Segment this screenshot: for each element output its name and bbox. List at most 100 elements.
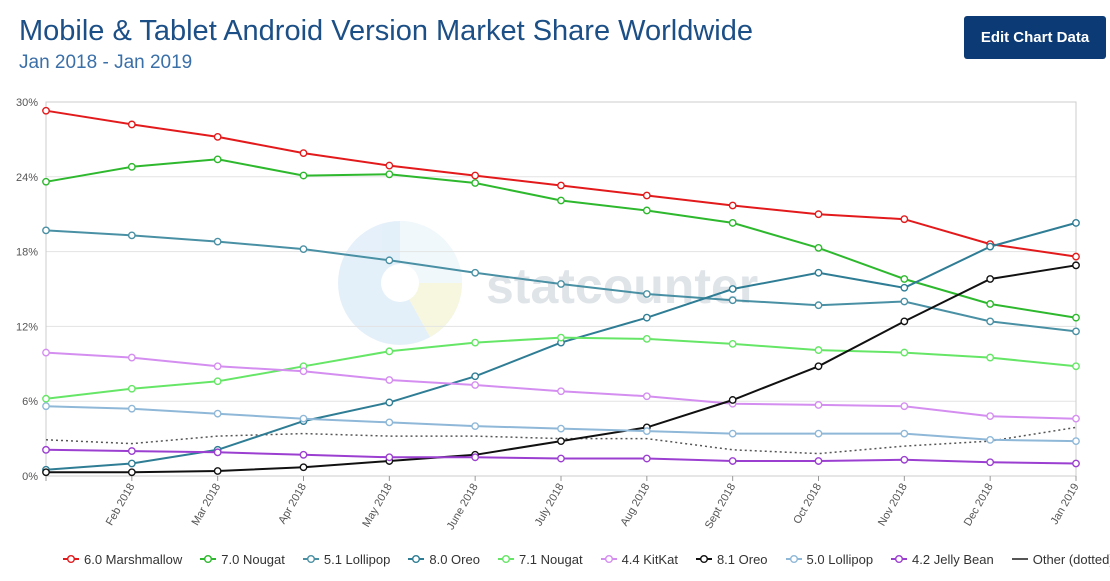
data-point [127, 353, 136, 362]
data-point [127, 447, 136, 455]
data-point [557, 280, 565, 288]
data-point [814, 268, 823, 277]
data-point [127, 162, 136, 171]
grid [45, 101, 1077, 477]
series-group [42, 106, 1080, 477]
data-point [299, 367, 308, 376]
data-point [900, 297, 909, 306]
data-point [213, 377, 222, 386]
x-tick-label: Nov 2018 [876, 482, 910, 529]
data-point [385, 398, 394, 407]
data-point [471, 338, 480, 347]
data-point [471, 453, 480, 462]
data-point [42, 226, 50, 235]
data-point [986, 275, 995, 283]
data-point [1072, 261, 1080, 270]
data-point [385, 161, 394, 170]
data-point [213, 133, 222, 141]
chart-title: Mobile & Tablet Android Version Market S… [19, 15, 753, 47]
data-point [986, 412, 995, 421]
data-point [900, 283, 909, 292]
data-point [814, 210, 823, 219]
legend-swatch [200, 555, 217, 563]
y-tick-label: 6% [22, 396, 38, 408]
watermark-slice [400, 283, 462, 337]
legend-swatch-marker [789, 555, 798, 563]
data-point [900, 275, 909, 283]
data-point [900, 215, 909, 224]
x-tick-label: May 2018 [360, 482, 395, 530]
legend-swatch [695, 555, 712, 563]
data-point [213, 448, 222, 457]
series-4-4-kitkat [42, 348, 1080, 423]
series-7-0-nougat [42, 155, 1080, 322]
legend-item[interactable]: 5.1 Lollipop [302, 552, 390, 567]
legend-swatch [1011, 558, 1028, 560]
legend-item[interactable]: Other (dotted) [1011, 552, 1110, 567]
legend-label: 7.0 Nougat [221, 551, 285, 567]
data-point [127, 404, 136, 413]
legend-swatch-marker [306, 555, 315, 563]
legend-item[interactable]: 8.0 Oreo [407, 552, 480, 567]
legend-item[interactable]: 8.1 Oreo [695, 552, 768, 567]
data-point [900, 402, 909, 411]
data-point [986, 458, 995, 467]
y-tick-label: 24% [16, 172, 38, 184]
legend-item[interactable]: 7.1 Nougat [497, 552, 583, 567]
edit-chart-data-button[interactable]: Edit Chart Data [964, 16, 1106, 59]
data-point [1072, 414, 1080, 423]
data-point [728, 201, 737, 210]
data-point [642, 206, 651, 215]
legend-item[interactable]: 4.2 Jelly Bean [890, 552, 994, 567]
data-point [642, 334, 651, 343]
data-point [1072, 327, 1080, 336]
y-tick-label: 18% [16, 247, 38, 259]
x-tick-label: Jan 2019 [1049, 482, 1082, 527]
data-point [642, 191, 651, 200]
data-point [814, 362, 823, 371]
data-point [814, 401, 823, 409]
legend-label: 4.4 KitKat [621, 551, 678, 567]
y-tick-label: 0% [22, 471, 38, 483]
data-point [1072, 362, 1080, 371]
data-point [986, 300, 995, 308]
data-point [299, 463, 308, 472]
legend: 6.0 Marshmallow 7.0 Nougat 5.1 Lollipop 8.0… [62, 549, 1110, 569]
data-point [42, 468, 50, 477]
data-point [385, 170, 394, 179]
data-point [471, 381, 480, 389]
series-4-2-jelly-bean [42, 445, 1080, 468]
series-line [45, 405, 1077, 443]
series-line [45, 351, 1077, 420]
line-chart: statcounter 0% 6% 12% 18% 24% 30% Feb 2018 Mar … [16, 97, 1082, 532]
legend-item[interactable]: 7.0 Nougat [199, 552, 285, 567]
legend-label: 8.1 Oreo [716, 551, 768, 567]
data-point [127, 468, 136, 477]
legend-swatch [302, 555, 319, 563]
chart-subtitle: Jan 2018 - Jan 2019 [19, 52, 193, 73]
legend-swatch-marker [604, 555, 613, 563]
data-point [127, 231, 136, 240]
data-point [728, 429, 737, 438]
data-point [557, 387, 565, 396]
data-point [213, 362, 222, 371]
data-point [728, 396, 737, 404]
data-point [557, 424, 565, 433]
x-tick-label: Sept 2018 [703, 482, 738, 531]
data-point [42, 348, 50, 357]
legend-swatch-marker [66, 555, 75, 563]
series-5-0-lollipop [42, 402, 1080, 445]
data-point [42, 106, 50, 115]
data-point [385, 418, 394, 427]
legend-swatch-marker [412, 555, 421, 563]
data-point [127, 384, 136, 393]
legend-item[interactable]: 5.0 Lollipop [785, 552, 873, 567]
data-point [471, 268, 480, 277]
legend-swatch [891, 555, 908, 563]
legend-swatch [63, 555, 79, 563]
data-point [557, 196, 565, 205]
legend-item[interactable]: 4.4 KitKat [600, 552, 678, 567]
legend-swatch [497, 555, 514, 563]
x-tick-label: Feb 2018 [104, 482, 138, 528]
legend-item[interactable]: 6.0 Marshmallow [62, 552, 182, 567]
